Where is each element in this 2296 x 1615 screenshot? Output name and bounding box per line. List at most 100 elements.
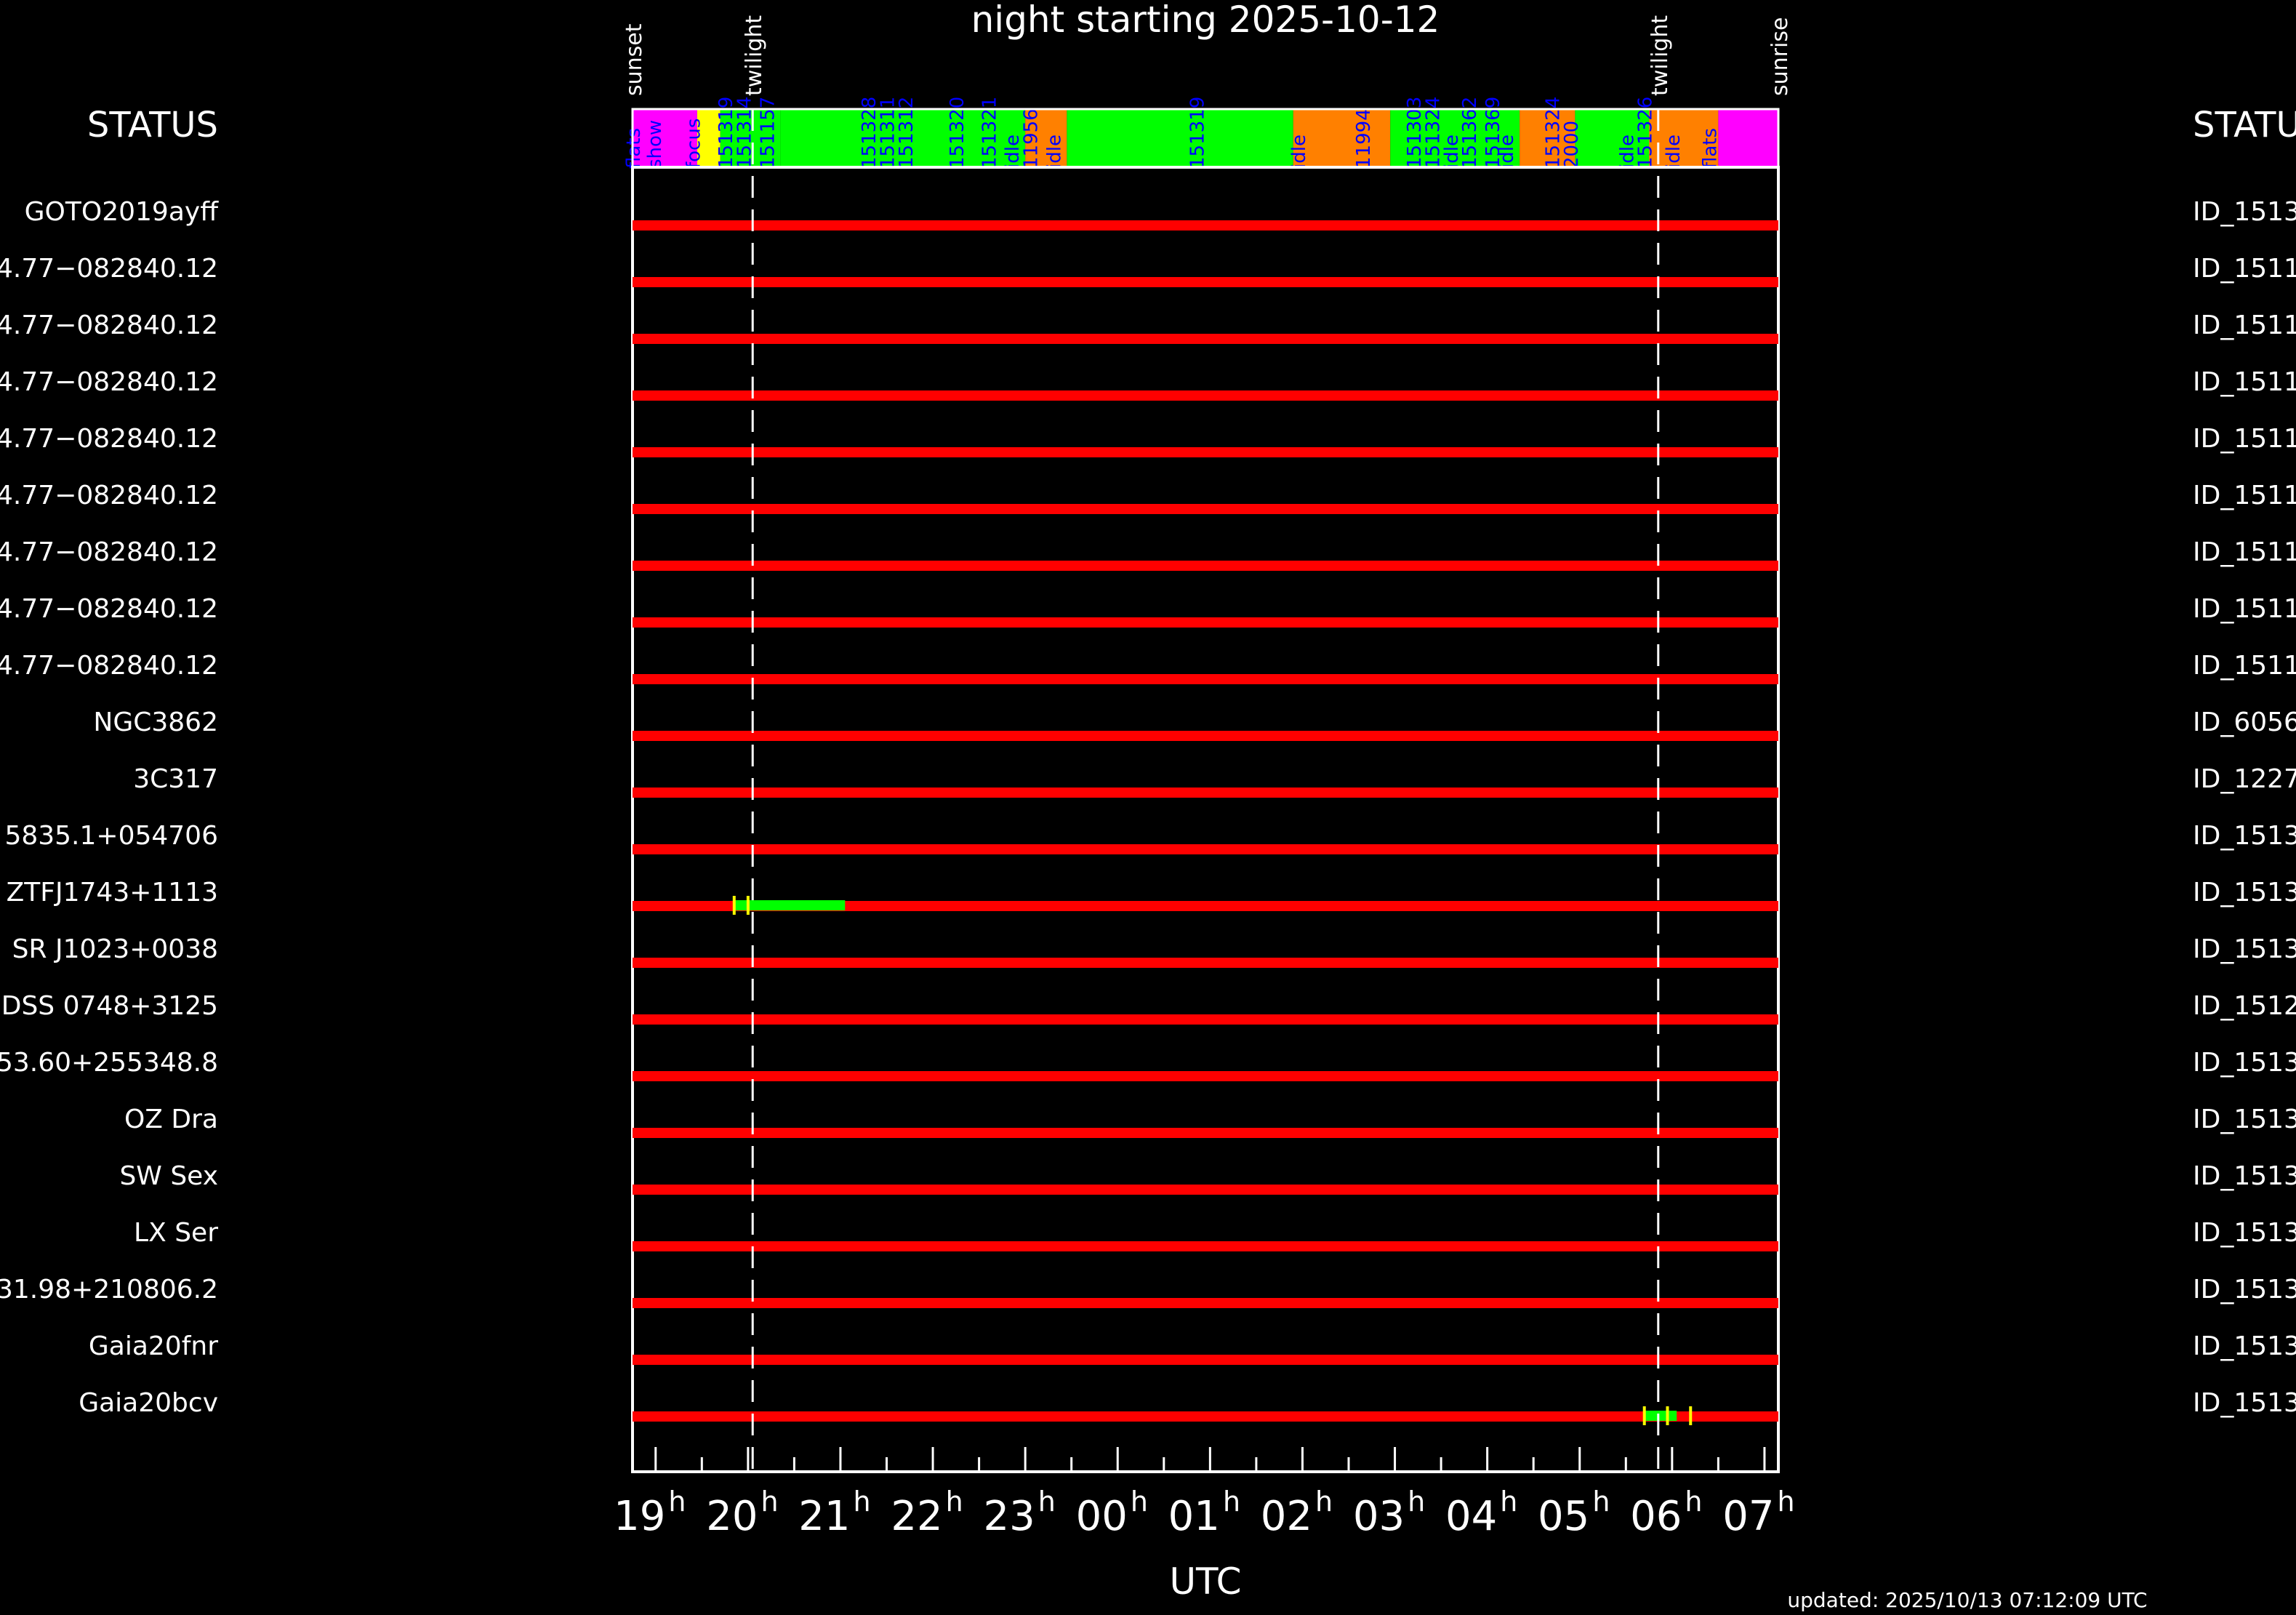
activity-segment-idle <box>1649 109 1719 167</box>
target-name: DSS 0748+3125 <box>1 991 218 1021</box>
x-tick-unit: h <box>760 1486 778 1518</box>
night-event-label: twilight <box>1647 15 1673 96</box>
activity-label: idle <box>1043 135 1065 169</box>
activity-label: focus <box>683 119 705 169</box>
target-status: ID_6056 <box>2193 708 2296 737</box>
activity-segment-idle <box>1025 109 1067 167</box>
target-status: ID_1511 <box>2193 481 2296 510</box>
left-status-header: STATUS <box>87 105 218 145</box>
activity-bar-frame <box>631 108 1780 169</box>
activity-label: flats <box>623 128 645 169</box>
target-status: ID_1513 <box>2193 1331 2296 1361</box>
activity-label: idle <box>1616 135 1638 169</box>
target-name: 4.77−082840.12 <box>0 537 218 567</box>
target-status: ID_1511 <box>2193 537 2296 567</box>
target-name: 4.77−082840.12 <box>0 651 218 681</box>
target-name: 4.77−082840.12 <box>0 594 218 624</box>
x-tick-hour: 23 <box>983 1493 1035 1540</box>
activity-label: 151157 <box>757 97 779 169</box>
target-name: 3C317 <box>133 764 218 794</box>
target-status: ID_1227 <box>2193 764 2296 794</box>
x-tick-unit: h <box>1408 1486 1425 1518</box>
target-name: NGC3862 <box>93 708 218 737</box>
x-tick-hour: 01 <box>1168 1493 1220 1540</box>
target-name: Gaia20bcv <box>79 1388 218 1418</box>
target-status: ID_1513 <box>2193 1275 2296 1305</box>
night-event-labels: sunset twilight twilight sunrise <box>622 15 1793 96</box>
twilight-lines <box>751 109 1660 1472</box>
activity-segment-science <box>780 109 1026 167</box>
activity-label: idle <box>1288 135 1310 169</box>
x-tick-hour: 07 <box>1722 1493 1774 1540</box>
activity-segment-flats <box>1718 109 1778 167</box>
activity-label: idle <box>1663 135 1685 169</box>
target-name: LX Ser <box>134 1218 218 1248</box>
x-tick-hour: 05 <box>1538 1493 1589 1540</box>
target-name: SR J1023+0038 <box>12 934 218 964</box>
target-status: ID_1513 <box>2193 934 2296 964</box>
x-tick-unit: h <box>1131 1486 1148 1518</box>
activity-label: idle <box>1441 135 1463 169</box>
target-rows: GOTO2019ayff ID_1513 4.77−082840.12 ID_1511… <box>0 197 2296 1425</box>
target-name: 5835.1+054706 <box>4 821 218 851</box>
target-status: ID_1513 <box>2193 197 2296 227</box>
activity-label: 151319 <box>1187 97 1208 169</box>
target-name: ZTFJ1743+1113 <box>7 878 218 907</box>
activity-segment-science <box>1067 109 1293 167</box>
activity-label: 151321 <box>979 97 1000 169</box>
target-name: 53.60+255348.8 <box>0 1048 218 1078</box>
x-tick-label: 06 h <box>1630 1486 1702 1540</box>
activity-label: idle <box>1496 135 1518 169</box>
x-tick-unit: h <box>1038 1486 1056 1518</box>
activity-segment-focus <box>697 109 720 167</box>
target-name: Gaia20fnr <box>89 1331 218 1361</box>
x-tick-hour: 02 <box>1261 1493 1312 1540</box>
x-tick-unit: h <box>854 1486 871 1518</box>
target-name: SW Sex <box>119 1161 218 1191</box>
x-tick-label: 05 h <box>1538 1486 1610 1540</box>
x-tick-unit: h <box>668 1486 686 1518</box>
activity-segment-idle <box>1520 109 1576 167</box>
activity-label: 11956 <box>1021 108 1043 169</box>
activity-segment-idle <box>1293 109 1391 167</box>
x-tick-label: 23 h <box>983 1486 1055 1540</box>
x-tick-label: 19 h <box>614 1486 686 1540</box>
activity-label: 2000 <box>1561 121 1583 169</box>
activity-label: 151312 <box>896 97 918 169</box>
target-status: ID_1511 <box>2193 651 2296 681</box>
x-tick-unit: h <box>1500 1486 1517 1518</box>
target-status: ID_1513 <box>2193 1105 2296 1134</box>
x-axis-label: UTC <box>1169 1560 1241 1603</box>
x-tick-hour: 06 <box>1630 1493 1682 1540</box>
x-tick-hour: 21 <box>798 1493 850 1540</box>
target-name: GOTO2019ayff <box>25 197 220 227</box>
x-tick-hour: 00 <box>1076 1493 1128 1540</box>
target-name: 4.77−082840.12 <box>0 424 218 454</box>
target-status: ID_1513 <box>2193 1161 2296 1191</box>
updated-timestamp: updated: 2025/10/13 07:12:09 UTC <box>1787 1588 2147 1612</box>
target-status: ID_1513 <box>2193 1048 2296 1078</box>
x-tick-label: 02 h <box>1261 1486 1333 1540</box>
activity-label: 151326 <box>1635 97 1657 169</box>
target-name: 4.77−082840.12 <box>0 310 218 340</box>
x-tick-label: 21 h <box>798 1486 870 1540</box>
activity-segment-science <box>1390 109 1520 167</box>
target-status: ID_1513 <box>2193 821 2296 851</box>
target-name: 31.98+210806.2 <box>0 1275 218 1305</box>
target-status: ID_1511 <box>2193 367 2296 397</box>
activity-label: flats <box>1700 128 1722 169</box>
activity-label: 151320 <box>947 97 968 169</box>
x-tick-hour: 03 <box>1353 1493 1405 1540</box>
activity-label: idle <box>1002 135 1024 169</box>
x-tick-label: 22 h <box>891 1486 963 1540</box>
activity-segment-flats <box>633 109 697 167</box>
x-axis: 19 h 20 h 21 h 22 h 23 h 00 h 01 h 02 h 03 h 04 h 05 h 06 h 07 h <box>614 1447 1795 1540</box>
x-tick-label: 01 h <box>1168 1486 1240 1540</box>
target-status: ID_1511 <box>2193 310 2296 340</box>
x-tick-unit: h <box>1778 1486 1795 1518</box>
target-status: ID_1511 <box>2193 594 2296 624</box>
x-tick-unit: h <box>1315 1486 1333 1518</box>
x-tick-label: 07 h <box>1722 1486 1794 1540</box>
x-tick-hour: 20 <box>706 1493 758 1540</box>
